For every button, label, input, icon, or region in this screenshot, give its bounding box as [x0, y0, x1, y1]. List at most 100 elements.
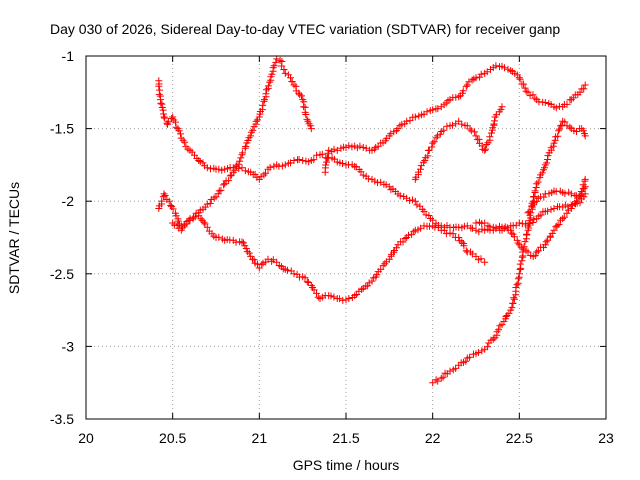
- data-point: [263, 86, 270, 94]
- data-point: [580, 85, 588, 93]
- y-tick-label: -1: [62, 48, 75, 64]
- data-point: [373, 271, 381, 279]
- data-point: [430, 138, 438, 146]
- data-point: [576, 199, 584, 207]
- data-point: [518, 257, 526, 265]
- data-point: [525, 208, 533, 216]
- data-point: [161, 192, 169, 199]
- data-point: [413, 201, 421, 209]
- data-point: [280, 66, 288, 73]
- data-point: [364, 282, 372, 290]
- data-point: [261, 96, 268, 104]
- data-point: [557, 122, 565, 130]
- data-point: [486, 133, 494, 141]
- data-point: [455, 234, 463, 241]
- data-point: [260, 97, 268, 105]
- data-point: [160, 113, 168, 121]
- data-point: [237, 154, 245, 162]
- data-point: [489, 335, 497, 343]
- data-point: [266, 78, 274, 86]
- data-point: [318, 150, 326, 158]
- data-point: [514, 275, 522, 283]
- data-point: [550, 205, 558, 212]
- data-point: [538, 169, 546, 177]
- data-point: [351, 162, 359, 170]
- data-point: [478, 142, 486, 150]
- data-point: [262, 169, 269, 177]
- data-point: [242, 245, 250, 252]
- data-point: [258, 261, 266, 269]
- data-point: [323, 154, 331, 162]
- data-point: [161, 114, 169, 122]
- data-point: [172, 123, 180, 131]
- y-tick-label: -2: [62, 193, 75, 209]
- data-point: [301, 274, 309, 282]
- data-point: [327, 292, 335, 300]
- data-point: [155, 82, 163, 90]
- data-point: [165, 197, 173, 205]
- data-point: [541, 99, 549, 106]
- data-point: [290, 157, 298, 164]
- data-point: [232, 238, 240, 246]
- data-point: [396, 192, 404, 200]
- data-point: [458, 120, 466, 128]
- data-point: [553, 222, 561, 230]
- data-point: [516, 75, 524, 83]
- data-point: [467, 127, 475, 135]
- data-point: [481, 258, 489, 266]
- data-point: [468, 250, 476, 258]
- data-point: [560, 213, 568, 221]
- data-point: [250, 256, 258, 264]
- data-point: [307, 122, 315, 130]
- data-point: [429, 139, 437, 147]
- data-point: [411, 113, 419, 121]
- data-point: [531, 187, 539, 195]
- data-point: [561, 190, 569, 198]
- data-point: [526, 92, 534, 100]
- data-point: [429, 379, 437, 387]
- data-point: [247, 132, 255, 140]
- data-point: [515, 74, 523, 82]
- data-point: [177, 130, 184, 138]
- data-point: [255, 113, 263, 121]
- data-point: [272, 58, 280, 66]
- data-point: [266, 163, 274, 171]
- data-point: [505, 309, 513, 317]
- data-point: [403, 117, 411, 125]
- data-point: [564, 206, 572, 214]
- data-point: [410, 228, 418, 236]
- data-point: [238, 151, 246, 159]
- x-tick-label: 23: [598, 430, 614, 446]
- data-point: [563, 122, 571, 130]
- data-point: [325, 146, 333, 154]
- data-point: [218, 166, 226, 174]
- data-point: [514, 239, 522, 247]
- data-point: [278, 162, 286, 170]
- data-point: [580, 184, 588, 192]
- data-point: [254, 116, 261, 124]
- data-point: [474, 349, 482, 356]
- data-point: [157, 99, 165, 107]
- data-point: [303, 278, 311, 286]
- data-point: [567, 190, 575, 198]
- data-point: [483, 343, 491, 351]
- data-point: [238, 238, 246, 246]
- data-point: [190, 213, 197, 221]
- data-point: [197, 215, 205, 223]
- data-point: [439, 373, 447, 381]
- data-point: [555, 127, 563, 135]
- y-tick-label: -3: [62, 338, 75, 354]
- data-point: [364, 175, 372, 183]
- data-point: [259, 101, 267, 109]
- data-point: [530, 193, 538, 200]
- data-point: [221, 180, 229, 188]
- data-point: [462, 82, 470, 90]
- data-point: [495, 326, 503, 334]
- data-point: [483, 141, 491, 148]
- data-point: [515, 219, 523, 227]
- y-tick-label: -3.5: [50, 411, 74, 427]
- data-point: [203, 200, 211, 208]
- data-point: [336, 295, 344, 303]
- data-point: [482, 145, 490, 153]
- data-point: [310, 156, 318, 164]
